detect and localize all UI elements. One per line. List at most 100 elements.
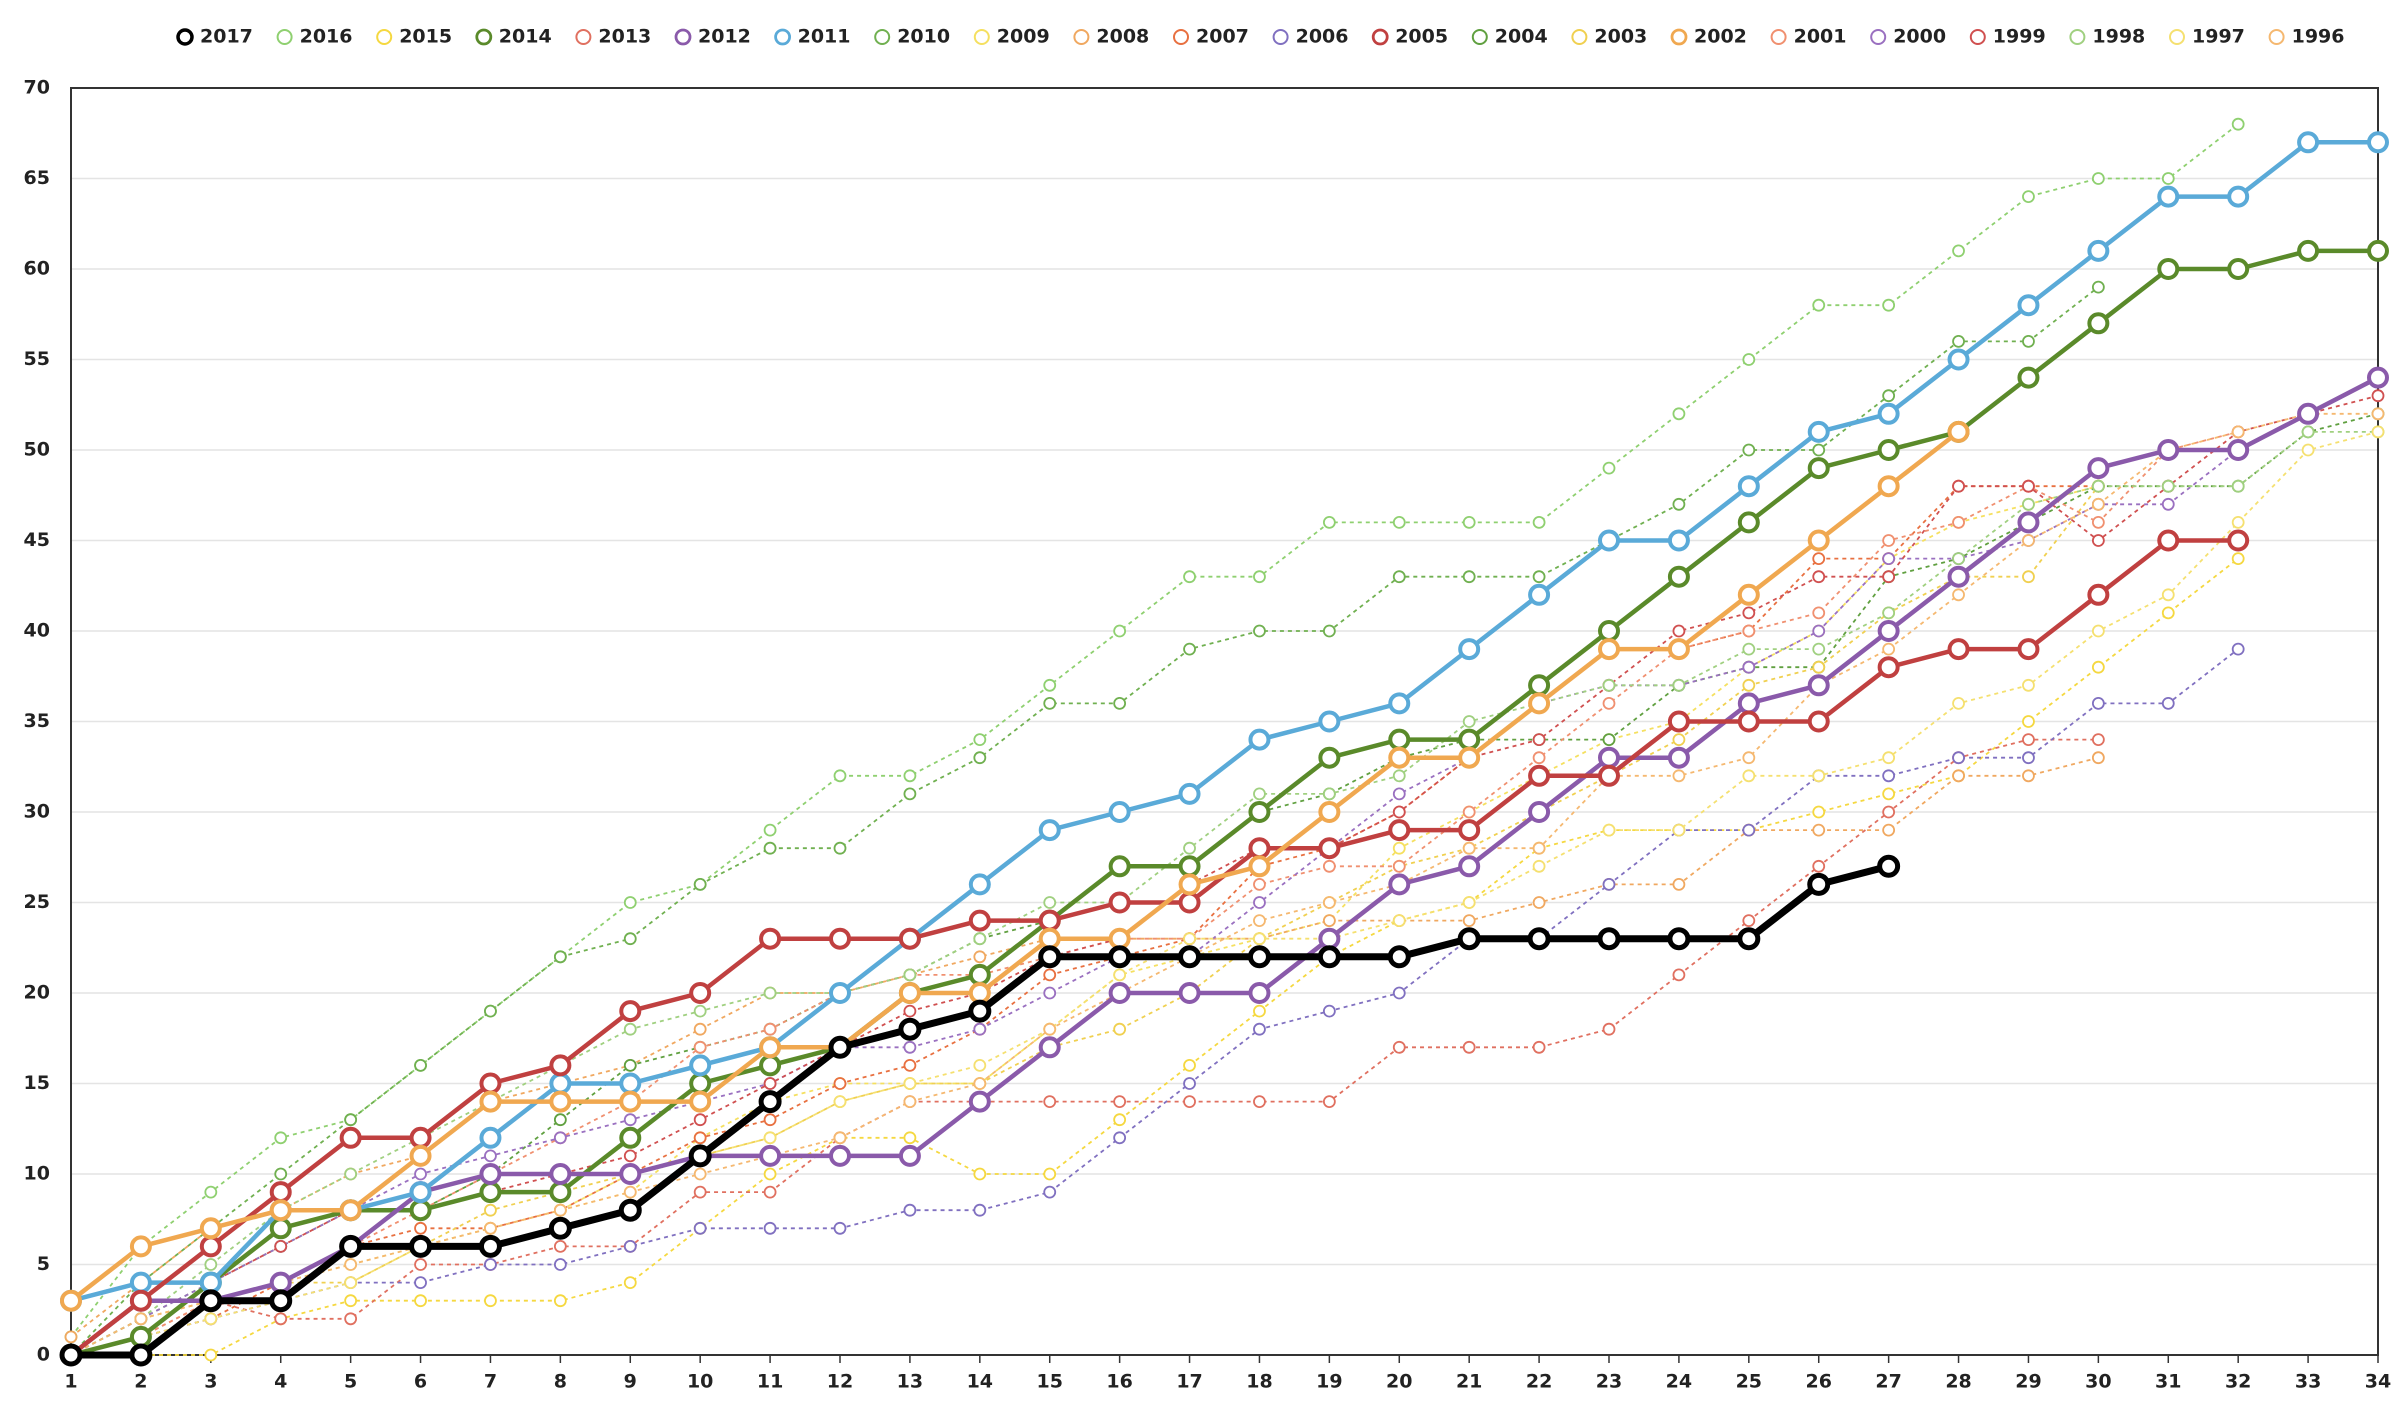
point [1667,710,1690,733]
point [1812,606,1826,620]
point [973,1059,987,1072]
point [1947,638,1970,661]
point [1388,873,1411,896]
point [1043,968,1057,982]
point [2227,439,2250,461]
y-tick-label: 15 [24,1072,50,1094]
point [1532,859,1546,873]
y-tick-label: 60 [24,258,50,280]
point [2161,497,2175,511]
legend-marker [1670,28,1688,46]
point [693,1040,707,1054]
point [2022,534,2035,547]
point [898,1144,921,1167]
point [2161,172,2175,185]
point [1602,733,1616,746]
point [1458,638,1481,661]
point [2157,529,2180,552]
series-line [70,738,2099,1356]
point [1672,407,1686,421]
point [2022,715,2035,728]
legend-label: 2016 [300,26,353,48]
point [339,1199,362,1222]
point [833,1095,847,1108]
point [1183,841,1196,855]
point [1183,570,1196,584]
point [199,1271,222,1294]
point [1038,819,1061,842]
point [1108,927,1131,950]
point [1672,678,1686,692]
point [1392,570,1406,584]
point [968,909,991,932]
point [833,1131,847,1145]
point [1253,787,1266,801]
point [1742,823,1756,837]
point [60,1289,82,1312]
point [1952,479,1965,493]
series [60,420,1970,1312]
point [1253,1004,1266,1018]
point [2371,407,2385,421]
point [2091,733,2105,746]
legend-label: 2008 [1096,26,1149,48]
y-tick-label: 5 [37,1253,50,1275]
point [618,1198,642,1222]
point [1462,516,1476,529]
point [1812,660,1826,674]
point [1742,914,1756,927]
point [1882,769,1896,783]
point [1322,787,1336,801]
legend-label: 2001 [1794,26,1847,48]
point [1038,927,1061,950]
point [414,1167,427,1181]
point [2022,733,2035,746]
point [1598,764,1620,787]
point [2091,751,2105,765]
point [1877,656,1900,679]
series-line [70,431,2378,1356]
point [129,1289,152,1312]
point [1667,565,1690,588]
point [763,1167,777,1181]
point [409,1234,433,1258]
point [2087,457,2110,480]
point [2091,697,2105,710]
point [1882,751,1896,765]
point [973,1167,987,1181]
point [1178,982,1201,1004]
legend-label: 2000 [1893,26,1946,48]
x-tick-label: 10 [687,1371,713,1393]
point [2231,479,2245,493]
point [1952,751,1965,765]
series [64,751,2105,1344]
point [2297,402,2320,425]
y-tick-label: 45 [24,529,50,551]
x-tick-label: 24 [1666,1371,1692,1393]
point [2022,678,2035,692]
point [623,896,637,909]
series-line [70,756,2099,1338]
x-tick-label: 12 [827,1371,853,1393]
point [2022,479,2035,493]
point [1742,660,1756,674]
x-tick-label: 4 [274,1371,287,1393]
point [1043,1167,1057,1181]
point [1462,841,1476,855]
point [1322,896,1336,909]
point [2371,425,2385,439]
point [973,1022,987,1036]
point [1113,968,1127,982]
x-tick-label: 28 [1945,1371,1971,1393]
series-line [70,140,2378,1303]
point [134,1312,148,1326]
point [693,1022,707,1036]
point [898,982,921,1004]
point [344,1113,358,1127]
point [1043,1095,1057,1108]
point [619,1163,642,1185]
point [1742,769,1756,783]
point [2157,439,2180,461]
point [1462,570,1476,584]
point [903,968,917,982]
